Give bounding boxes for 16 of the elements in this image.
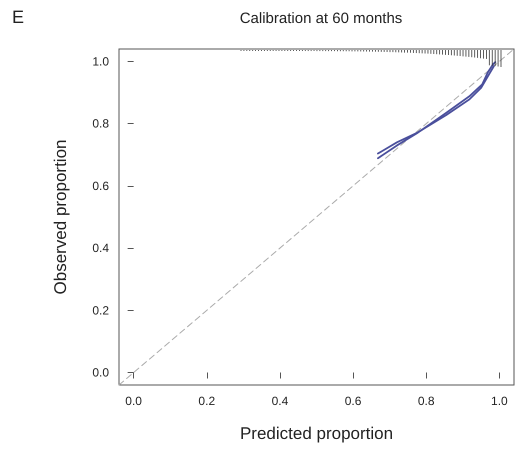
y-tick-label: 0.4 [92,241,110,256]
x-tick-label: 0.6 [344,394,362,408]
x-tick-label: 0.4 [272,394,289,408]
y-tick-label: 0.0 [92,366,110,380]
chart-title: Calibration at 60 months [240,10,402,27]
y-tick-label: 0.2 [92,303,110,318]
y-tick-label: 0.6 [92,178,110,193]
y-tick-label: 1.0 [92,54,110,68]
x-tick-label: 0.8 [418,394,435,408]
x-tick-label: 1.0 [491,394,508,408]
y-tick-label: 0.8 [92,116,110,131]
x-axis-title: Predicted proportion [240,424,394,443]
text: E [12,7,24,27]
x-tick-label: 0.0 [125,394,142,408]
y-axis-title: Observed proportion [51,140,70,294]
x-tick-label: 0.2 [198,394,216,408]
